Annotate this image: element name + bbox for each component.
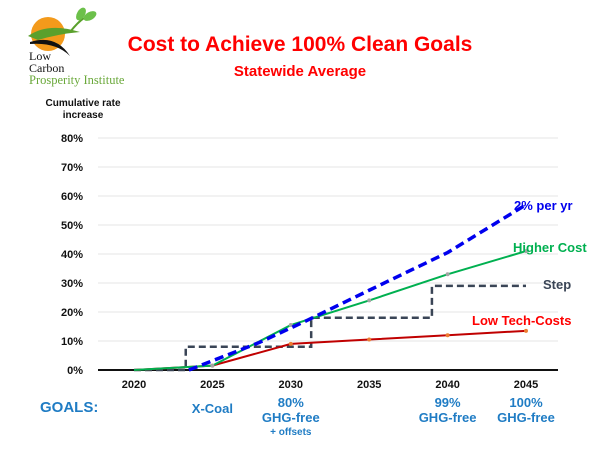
goal-item: 99% GHG-free xyxy=(403,395,493,425)
series-line-higher-cost xyxy=(133,250,527,371)
goal-line2: GHG-free xyxy=(418,410,477,425)
goal-line1: 99% xyxy=(434,395,461,410)
x-tick-label: 2025 xyxy=(200,379,224,391)
series-label-low-tech-costs: Low Tech-Costs xyxy=(472,313,571,328)
series-line-low-tech-costs xyxy=(133,329,527,371)
chart-subtitle: Statewide Average xyxy=(233,63,367,80)
goal-item: 80% GHG-free + offsets xyxy=(246,395,336,440)
y-tick-label: 20% xyxy=(61,307,83,319)
x-tick-label: 2045 xyxy=(514,379,538,391)
goal-line1: 100% xyxy=(509,395,543,410)
x-tick-label: 2035 xyxy=(357,379,381,391)
y-tick-label: 80% xyxy=(61,133,83,145)
x-tick-label: 2020 xyxy=(122,379,146,391)
goal-line1: X-Coal xyxy=(191,401,233,416)
data-point xyxy=(210,363,215,368)
y-axis-label: Cumulative rate increase xyxy=(45,98,121,121)
chart-title: Cost to Achieve 100% Clean Goals xyxy=(127,33,473,56)
goal-line2: GHG-free xyxy=(261,410,320,425)
logo-sun-leaf-icon xyxy=(28,7,97,56)
logo-text-line3: Prosperity Institute xyxy=(29,73,125,87)
data-point xyxy=(367,337,372,342)
logo-text-line1: Low xyxy=(29,49,51,63)
y-tick-label: 60% xyxy=(61,191,83,203)
series-label-step: Step xyxy=(543,277,571,292)
data-point xyxy=(524,249,528,254)
y-tick-label: 70% xyxy=(61,162,83,174)
logo: Low Carbon Prosperity Institute xyxy=(8,4,158,88)
y-tick-label: 40% xyxy=(61,249,83,261)
series-label-2-per-yr: 2% per yr xyxy=(514,198,573,213)
goal-line1: 80% xyxy=(277,395,304,410)
series-label-higher-cost: Higher Cost xyxy=(513,240,587,255)
goal-line2: GHG-free xyxy=(497,410,555,425)
goal-item: 100% GHG-free xyxy=(481,395,571,425)
series-line-2-per-yr xyxy=(188,203,527,372)
data-point xyxy=(288,341,293,346)
y-tick-label: 0% xyxy=(67,365,83,377)
data-point xyxy=(524,328,528,333)
logo-text-line2: Carbon xyxy=(29,61,65,75)
goal-line3: + offsets xyxy=(270,427,312,438)
goal-item: X-Coal xyxy=(167,401,257,416)
y-tick-label: 50% xyxy=(61,220,83,232)
y-tick-label: 10% xyxy=(61,336,83,348)
data-point xyxy=(445,272,450,277)
x-tick-label: 2030 xyxy=(279,379,303,391)
data-point xyxy=(445,333,450,338)
data-point xyxy=(367,298,372,303)
goals-label: GOALS: xyxy=(40,399,99,416)
series-line-step xyxy=(134,284,526,372)
x-tick-label: 2040 xyxy=(435,379,459,391)
y-tick-label: 30% xyxy=(61,278,83,290)
